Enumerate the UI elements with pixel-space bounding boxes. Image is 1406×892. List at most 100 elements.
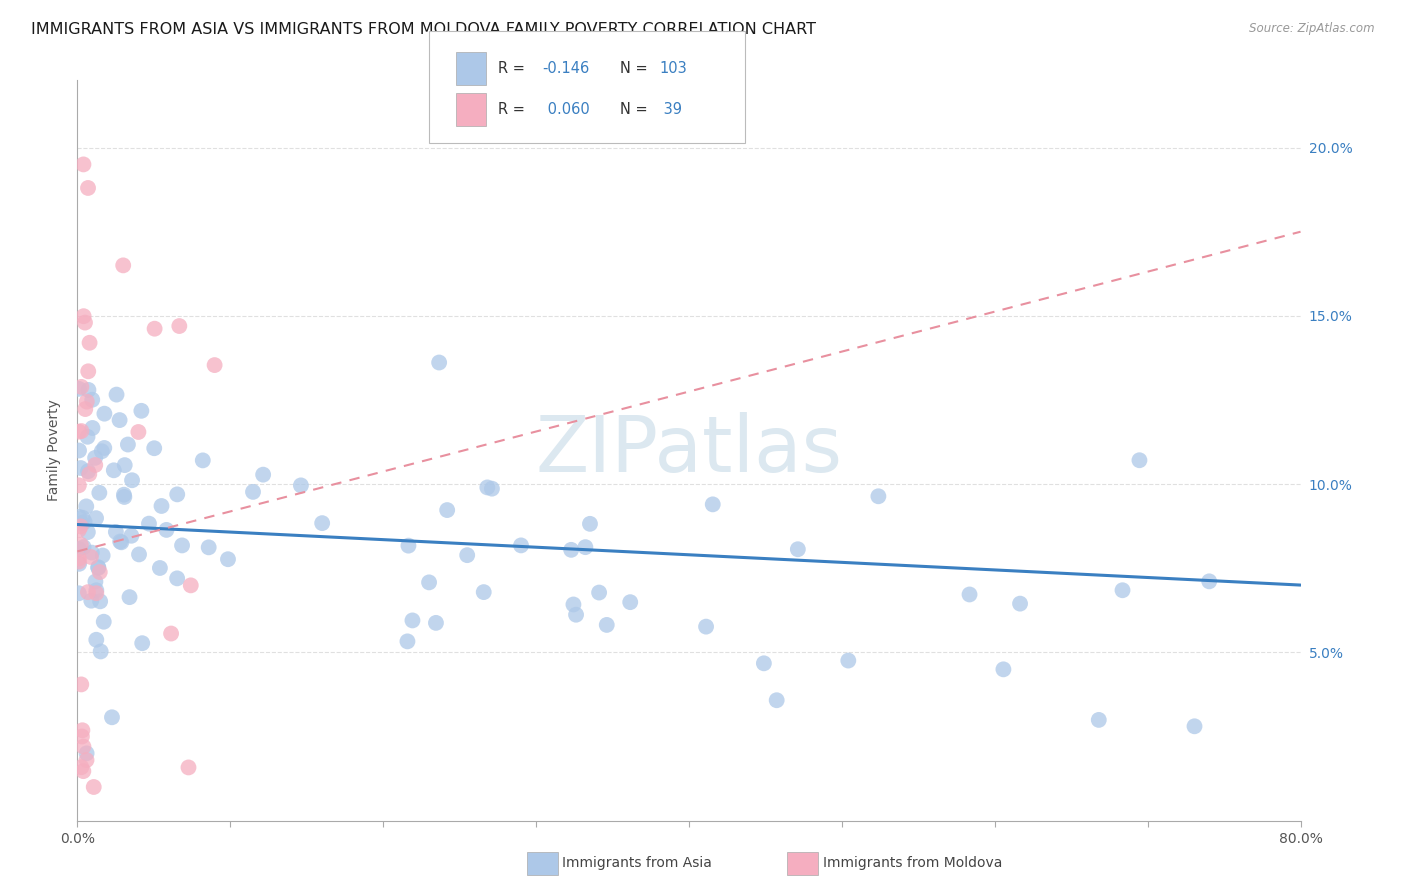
Point xyxy=(1088,713,1111,727)
Point xyxy=(75,402,97,417)
Point xyxy=(197,541,219,555)
Point xyxy=(112,488,135,502)
Point xyxy=(67,478,90,492)
Point xyxy=(596,618,619,632)
Point xyxy=(191,453,214,467)
Point xyxy=(80,549,103,564)
Point xyxy=(204,358,226,372)
Text: Immigrants from Asia: Immigrants from Asia xyxy=(562,856,713,871)
Point xyxy=(90,644,112,658)
Text: Immigrants from Moldova: Immigrants from Moldova xyxy=(823,856,1002,871)
Point xyxy=(77,585,100,599)
Point xyxy=(67,425,90,439)
Point xyxy=(72,540,94,554)
Point xyxy=(418,575,440,590)
Point xyxy=(169,319,191,334)
Point xyxy=(837,654,859,668)
Point xyxy=(180,578,202,592)
Point xyxy=(69,461,91,475)
Point xyxy=(76,753,98,767)
Point xyxy=(77,464,100,478)
Point xyxy=(401,614,423,628)
Point xyxy=(695,620,717,634)
Point xyxy=(77,383,100,397)
Point xyxy=(311,516,333,530)
Text: N =: N = xyxy=(620,61,652,76)
Point xyxy=(1111,583,1133,598)
Point xyxy=(562,598,585,612)
Point xyxy=(427,355,450,369)
Point xyxy=(118,590,141,604)
Point xyxy=(574,540,596,554)
Point xyxy=(82,392,104,407)
Point xyxy=(177,760,200,774)
Point xyxy=(425,615,447,630)
Text: 0.060: 0.060 xyxy=(543,102,589,117)
Point xyxy=(72,510,94,524)
Point xyxy=(84,450,107,465)
Point xyxy=(127,425,149,439)
Point xyxy=(73,316,96,330)
Point xyxy=(93,615,115,629)
Point xyxy=(398,539,420,553)
Point xyxy=(84,586,107,600)
Point xyxy=(108,534,131,549)
Point xyxy=(93,441,115,455)
Point xyxy=(67,555,90,569)
Point xyxy=(86,583,108,598)
Point xyxy=(72,723,94,738)
Point xyxy=(765,693,787,707)
Point xyxy=(101,710,124,724)
Point xyxy=(160,626,183,640)
Point xyxy=(166,487,188,501)
Point xyxy=(110,535,132,549)
Point xyxy=(70,380,93,394)
Point xyxy=(67,509,90,524)
Point xyxy=(1184,719,1206,733)
Point xyxy=(76,525,98,540)
Point xyxy=(786,542,808,557)
Point xyxy=(70,730,93,744)
Point xyxy=(252,467,274,482)
Text: R =: R = xyxy=(498,102,529,117)
Point xyxy=(89,485,111,500)
Point xyxy=(477,480,499,494)
Point xyxy=(72,739,94,754)
Point xyxy=(752,657,775,671)
Point xyxy=(121,473,143,487)
Point xyxy=(993,662,1015,676)
Point xyxy=(67,443,90,458)
Point xyxy=(67,382,90,396)
Point xyxy=(103,463,125,477)
Point xyxy=(560,542,582,557)
Point xyxy=(70,424,93,438)
Y-axis label: Family Poverty: Family Poverty xyxy=(48,400,62,501)
Point xyxy=(69,519,91,533)
Point xyxy=(108,413,131,427)
Point xyxy=(868,489,890,503)
Point xyxy=(91,549,114,563)
Point xyxy=(112,258,135,272)
Point xyxy=(72,309,94,323)
Point xyxy=(290,478,312,492)
Point xyxy=(67,523,90,537)
Point xyxy=(959,587,981,601)
Text: 103: 103 xyxy=(659,61,688,76)
Point xyxy=(79,335,101,350)
Text: N =: N = xyxy=(620,102,652,117)
Point xyxy=(76,747,98,761)
Point xyxy=(436,503,458,517)
Point xyxy=(565,607,588,622)
Point xyxy=(90,444,112,458)
Point xyxy=(138,516,160,531)
Point xyxy=(67,586,90,600)
Point xyxy=(84,511,107,525)
Point xyxy=(89,594,111,608)
Point xyxy=(1128,453,1150,467)
Point xyxy=(87,560,110,574)
Point xyxy=(73,515,96,529)
Point xyxy=(77,181,100,195)
Point xyxy=(588,585,610,599)
Point xyxy=(70,516,93,531)
Point xyxy=(619,595,641,609)
